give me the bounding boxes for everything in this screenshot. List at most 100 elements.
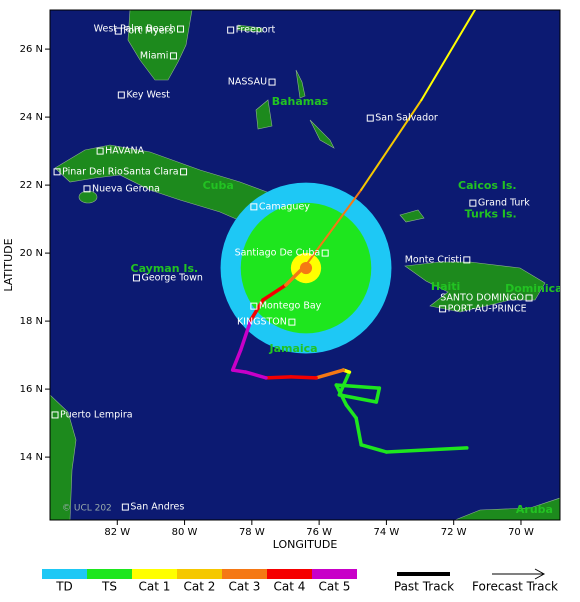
y-tick-label: 16 N	[20, 384, 43, 395]
forecast-track-label: Forecast Track	[472, 580, 558, 594]
place-marker	[96, 147, 104, 155]
place-marker	[288, 318, 296, 326]
place-label: HAVANA	[105, 146, 145, 157]
past-track-label: Past Track	[394, 580, 454, 594]
place-label: Key West	[126, 90, 170, 101]
place-marker	[121, 503, 129, 511]
region-label: Aruba	[516, 503, 553, 516]
place-label: NASSAU	[228, 77, 267, 88]
track-segment	[230, 368, 248, 374]
place-label: Pinar Del Rio	[62, 166, 123, 177]
region-label: Cuba	[203, 179, 234, 192]
place-marker	[53, 168, 61, 176]
track-segment	[249, 298, 265, 322]
place-marker	[463, 256, 471, 264]
track-segment	[360, 99, 423, 191]
legend-label: Cat 5	[319, 580, 351, 594]
legend-swatch	[87, 569, 132, 579]
x-tick-label: 70 W	[508, 527, 534, 538]
region-label: Caicos Is.	[458, 179, 517, 192]
place-label: Miami	[140, 50, 169, 61]
x-tick-label: 74 W	[374, 527, 400, 538]
place-label: SANTO DOMINGO	[440, 292, 524, 303]
plot-frame	[49, 9, 561, 521]
place-marker	[83, 185, 91, 193]
place-marker	[469, 199, 477, 207]
x-tick-label: 72 W	[441, 527, 467, 538]
legend-label: TS	[101, 580, 117, 594]
copyright: © UCL 202	[62, 504, 112, 514]
track-segment	[420, 10, 476, 102]
forecast-arrow	[534, 568, 546, 580]
x-tick-label: 76 W	[306, 527, 332, 538]
place-marker	[250, 302, 258, 310]
place-label: Montego Bay	[259, 301, 322, 312]
legend-label: Cat 2	[184, 580, 216, 594]
place-label: Grand Turk	[478, 198, 530, 209]
legend-label: Cat 3	[229, 580, 261, 594]
legend-label: Cat 1	[139, 580, 171, 594]
place-label: Monte Cristi	[405, 254, 462, 265]
place-marker	[250, 203, 258, 211]
place-marker	[180, 168, 188, 176]
place-label: Santiago De Cuba	[235, 248, 321, 259]
y-tick-label: 24 N	[20, 112, 43, 123]
track-segment	[384, 446, 469, 454]
y-tick-label: 22 N	[20, 180, 43, 191]
track-segment	[238, 318, 253, 352]
track-segment	[261, 283, 288, 302]
wind-radius	[299, 262, 313, 275]
x-tick-label: 82 W	[104, 527, 130, 538]
region-label: Cayman Is.	[131, 262, 199, 275]
place-marker	[321, 249, 329, 257]
place-label: Puerto Lempira	[60, 409, 133, 420]
place-marker	[169, 52, 177, 60]
place-label: George Town	[141, 272, 202, 283]
place-label: Camaguey	[259, 201, 310, 212]
track-segment	[359, 443, 389, 454]
place-label: Nueva Gerona	[92, 183, 160, 194]
y-tick-label: 18 N	[20, 316, 43, 327]
x-tick-label: 78 W	[239, 527, 265, 538]
place-label: West Palm Beach	[94, 24, 176, 35]
place-marker	[227, 26, 235, 34]
place-label: Freeport	[236, 25, 276, 36]
track-segment	[337, 370, 352, 397]
place-marker	[132, 274, 140, 282]
place-marker	[117, 91, 125, 99]
place-marker	[525, 294, 533, 302]
y-tick-label: 14 N	[20, 452, 43, 463]
place-marker	[114, 27, 122, 35]
place-label: Fort Myers	[123, 26, 173, 37]
place-marker	[439, 305, 447, 313]
track-segment	[314, 368, 346, 380]
track-segment	[305, 188, 363, 266]
legend-label: Cat 4	[274, 580, 306, 594]
y-axis-title: LATITUDE	[2, 238, 15, 291]
track-segment	[337, 393, 379, 404]
legend-swatch	[267, 569, 312, 579]
track-segment	[344, 403, 358, 420]
legend-swatch	[312, 569, 357, 579]
track-segment	[284, 263, 308, 287]
legend-swatch	[132, 569, 177, 579]
place-marker	[51, 411, 59, 419]
region-label: Haiti	[431, 280, 460, 293]
x-tick-label: 80 W	[172, 527, 198, 538]
place-label: Santa Clara	[123, 166, 178, 177]
place-marker	[366, 114, 374, 122]
region-label: Turks Is.	[465, 207, 517, 220]
place-marker	[268, 78, 276, 86]
legend-swatch	[177, 569, 222, 579]
y-tick-label: 20 N	[20, 248, 43, 259]
region-label: Dominican	[505, 282, 570, 295]
region-label: Jamaica	[268, 342, 317, 355]
track-segment	[230, 348, 243, 372]
region-label: Bahamas	[272, 95, 329, 108]
track-segment	[354, 416, 363, 447]
track-segment	[244, 370, 268, 380]
legend-swatch	[42, 569, 87, 579]
place-label: San Salvador	[375, 113, 438, 124]
